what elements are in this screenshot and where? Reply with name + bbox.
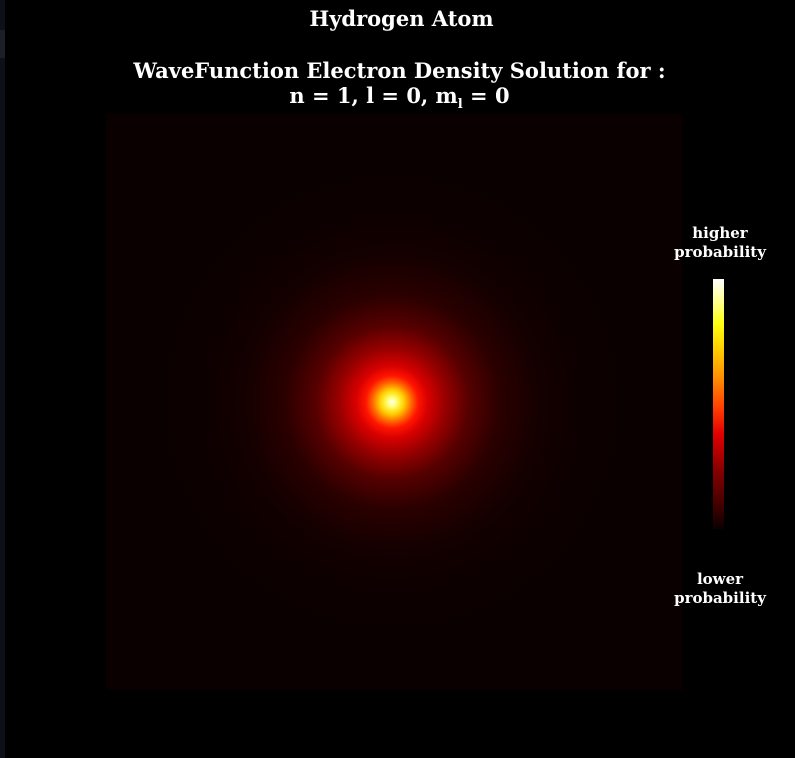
colorbar-high-label: higher probability xyxy=(660,224,780,262)
density-plot xyxy=(106,114,682,690)
subtitle-quantum-numbers: n = 1, l = 0, ml = 0 xyxy=(289,83,510,112)
lower-probability-text: lower probability xyxy=(674,570,766,607)
subtitle-subscript: l xyxy=(457,97,463,113)
subtitle-line-1: WaveFunction Electron Density Solution f… xyxy=(133,58,666,83)
window-edge xyxy=(0,0,5,758)
higher-probability-text: higher probability xyxy=(674,224,766,261)
subtitle-line-2: n = 1, l = 0, m xyxy=(289,83,458,108)
density-heatmap xyxy=(106,114,682,690)
density-field xyxy=(106,114,682,690)
chart-title: Hydrogen Atom xyxy=(309,6,494,31)
colorbar xyxy=(713,279,724,529)
window-edge-mark xyxy=(0,30,5,58)
colorbar-low-label: lower probability xyxy=(660,570,780,608)
subtitle-line-2-end: = 0 xyxy=(462,83,510,108)
chart-subtitle: WaveFunction Electron Density Solution f… xyxy=(2,58,795,117)
